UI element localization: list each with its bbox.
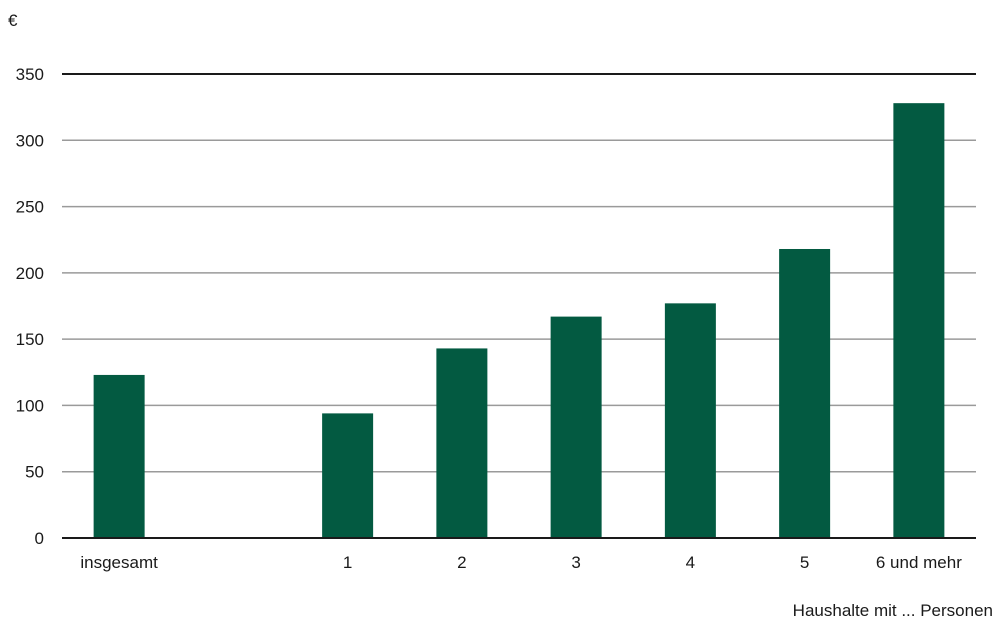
y-tick-label: 200 (16, 264, 44, 283)
bar (779, 248, 831, 538)
bar (436, 348, 488, 538)
bar (893, 103, 945, 538)
x-tick-label: 3 (571, 553, 580, 572)
x-tick-label: 6 und mehr (876, 553, 962, 572)
bar (322, 413, 374, 538)
bars (93, 103, 945, 538)
x-axis-tick-labels: insgesamt 1 2 3 4 5 6 und mehr (80, 553, 962, 572)
y-tick-label: 150 (16, 330, 44, 349)
bar (93, 374, 145, 538)
y-tick-label: 300 (16, 131, 44, 150)
y-tick-label: 250 (16, 198, 44, 217)
bar (550, 316, 602, 538)
bar (664, 303, 716, 538)
y-tick-label: 350 (16, 65, 44, 84)
y-tick-label: 100 (16, 396, 44, 415)
gridlines (62, 73, 976, 473)
y-tick-label: 0 (35, 529, 44, 548)
x-tick-label: 2 (457, 553, 466, 572)
x-tick-label: insgesamt (80, 553, 158, 572)
x-tick-label: 4 (686, 553, 695, 572)
y-tick-label: 50 (25, 463, 44, 482)
x-tick-label: 1 (343, 553, 352, 572)
x-axis-label: Haushalte mit ... Personen (793, 601, 993, 620)
y-axis-tick-labels: 0 50 100 150 200 250 300 350 (16, 65, 44, 548)
y-axis-unit-label: € (8, 11, 18, 30)
x-tick-label: 5 (800, 553, 809, 572)
